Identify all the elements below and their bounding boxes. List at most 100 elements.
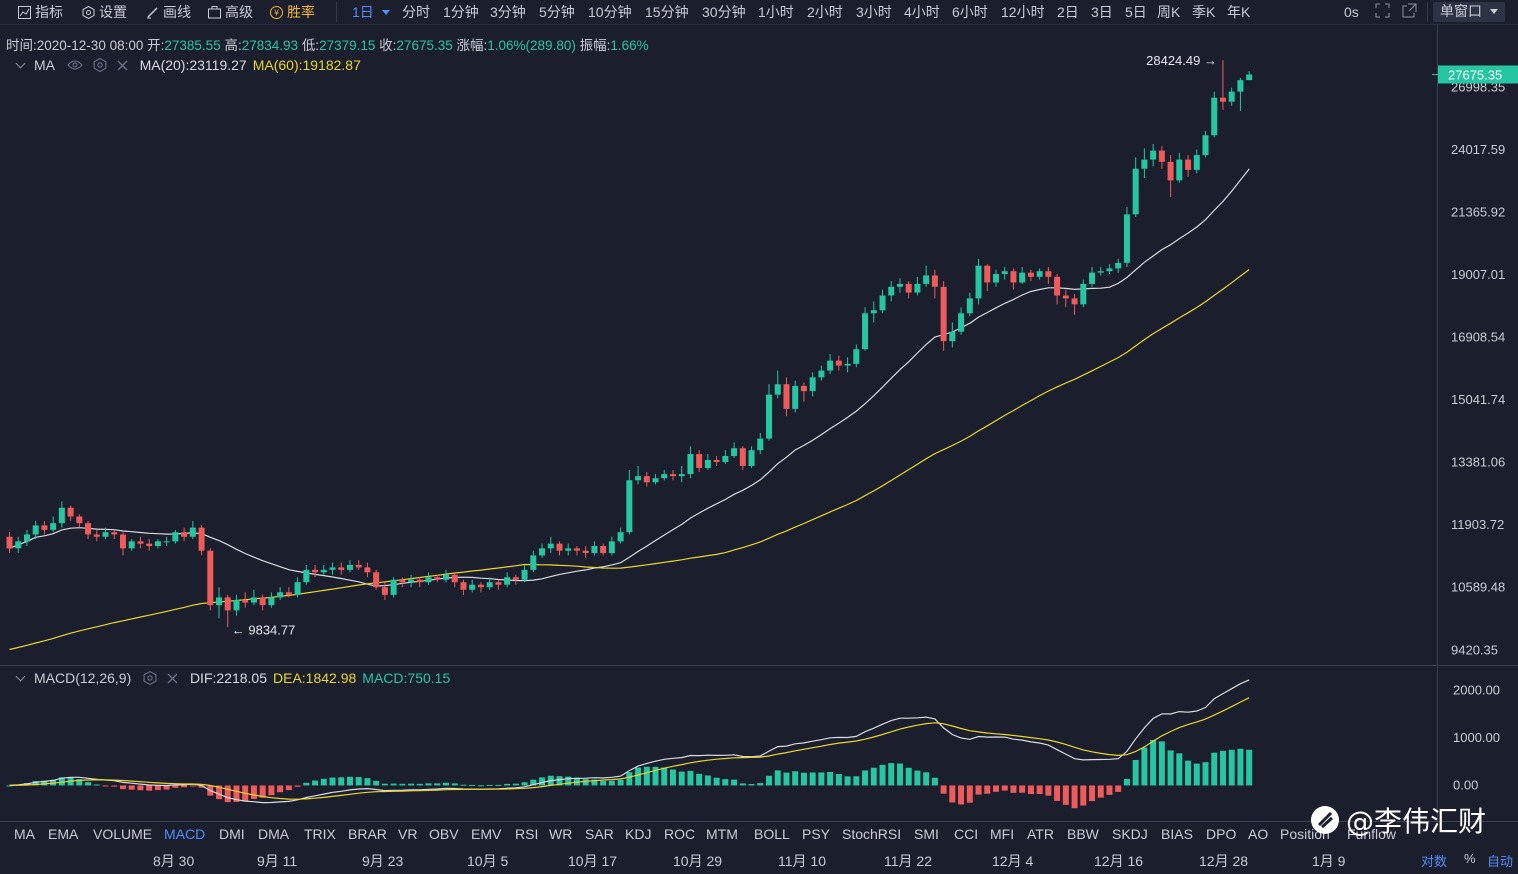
macd-histogram-bar: [582, 779, 589, 786]
eye-icon[interactable]: [67, 59, 83, 71]
period-1[interactable]: 分时: [402, 4, 430, 20]
indicator-tab-skdj[interactable]: SKDJ: [1112, 826, 1148, 842]
close-icon[interactable]: [167, 673, 178, 684]
gear-icon[interactable]: [143, 670, 157, 686]
candle-body: [818, 370, 825, 378]
period-3[interactable]: 3分钟: [490, 4, 526, 20]
macd-histogram-bar: [504, 783, 511, 786]
advanced-button[interactable]: 高级: [208, 3, 253, 21]
macd-histogram-bar: [1150, 739, 1157, 786]
indicator-tab-dmi[interactable]: DMI: [219, 826, 245, 842]
macd-histogram-bar: [573, 777, 580, 786]
macd-histogram-bar: [1019, 785, 1026, 793]
indicator-tab-atr[interactable]: ATR: [1027, 826, 1054, 842]
indicator-tab-boll[interactable]: BOLL: [754, 826, 790, 842]
period-14[interactable]: 2日: [1057, 4, 1079, 20]
auto-scale-toggle[interactable]: 自动: [1487, 854, 1514, 869]
macd-histogram-bar: [390, 783, 397, 786]
period-16[interactable]: 5日: [1125, 4, 1147, 20]
candle-body: [1158, 150, 1165, 162]
popout-icon[interactable]: [1402, 3, 1417, 21]
indicator-tab-roc[interactable]: ROC: [664, 826, 696, 842]
indicator-tab-funflow[interactable]: Funflow: [1347, 826, 1397, 842]
macd-histogram-bar: [704, 775, 711, 786]
macd-histogram-bar: [451, 783, 458, 786]
date-tick-label: 10月 5: [467, 853, 509, 869]
fullscreen-icon[interactable]: [1375, 3, 1390, 21]
period-6[interactable]: 15分钟: [645, 4, 689, 20]
period-13[interactable]: 12小时: [1001, 4, 1045, 20]
candle-body: [975, 265, 982, 299]
candle-body: [85, 523, 92, 535]
indicator-tab-ema[interactable]: EMA: [48, 826, 79, 842]
indicator-tab-wr[interactable]: WR: [549, 826, 573, 842]
period-7[interactable]: 30分钟: [702, 4, 746, 20]
candle-body: [704, 459, 711, 468]
indicator-tab-macd[interactable]: MACD: [164, 826, 206, 842]
last-price-tag: [1438, 65, 1518, 84]
period-19[interactable]: 年K: [1227, 4, 1251, 20]
gear-icon[interactable]: [93, 57, 107, 73]
window-mode-select[interactable]: 单窗口: [1433, 2, 1505, 22]
date-tick-label: 11月 10: [778, 853, 826, 869]
price-chart[interactable]: 9420.35 10589.48 11903.72 13381.06 15041.74 1…: [0, 24, 1518, 824]
candle-body: [827, 360, 834, 371]
indicator-tab-emv[interactable]: EMV: [471, 826, 502, 842]
period-18[interactable]: 季K: [1192, 4, 1216, 20]
period-12[interactable]: 6小时: [952, 4, 988, 20]
indicator-tab-sar[interactable]: SAR: [585, 826, 614, 842]
indicator-tab-mtm[interactable]: MTM: [706, 826, 738, 842]
indicator-tab-stochrsi[interactable]: StochRSI: [842, 826, 902, 842]
period-5[interactable]: 10分钟: [588, 4, 632, 20]
macd-histogram-bar: [792, 771, 799, 786]
macd-histogram-bar: [766, 775, 773, 786]
indicator-tab-ma[interactable]: MA: [14, 826, 35, 842]
draw-button[interactable]: 画线: [146, 3, 191, 21]
close-icon[interactable]: [117, 60, 128, 71]
indicator-tab-brar[interactable]: BRAR: [348, 826, 387, 842]
indicator-tab-cci[interactable]: CCI: [954, 826, 979, 842]
settings-button[interactable]: 设置: [82, 3, 127, 21]
macd-histogram-bar: [731, 779, 738, 786]
indicators-button[interactable]: 指标: [18, 3, 63, 21]
indicator-tab-psy[interactable]: PSY: [802, 826, 831, 842]
period-2[interactable]: 1分钟: [443, 4, 479, 20]
percent-scale-toggle[interactable]: %: [1464, 851, 1476, 866]
gear-icon: [82, 6, 95, 19]
period-9[interactable]: 2小时: [807, 4, 843, 20]
indicator-tab-kdj[interactable]: KDJ: [625, 826, 652, 842]
indicator-tab-dpo[interactable]: DPO: [1206, 826, 1237, 842]
indicator-tab-dma[interactable]: DMA: [258, 826, 290, 842]
winrate-button[interactable]: ¥ 胜率: [270, 3, 315, 21]
interval-dropdown[interactable]: 1日: [352, 3, 390, 21]
indicator-tab-vr[interactable]: VR: [398, 826, 418, 842]
log-scale-toggle[interactable]: 对数: [1421, 854, 1448, 869]
candle-body: [652, 478, 659, 483]
candle-body: [216, 597, 223, 606]
indicator-tab-ao[interactable]: AO: [1248, 826, 1269, 842]
indicator-tab-bbw[interactable]: BBW: [1067, 826, 1099, 842]
macd-histogram-bar: [277, 785, 284, 793]
period-17[interactable]: 周K: [1157, 4, 1181, 20]
period-4[interactable]: 5分钟: [539, 4, 575, 20]
indicator-tab-volume[interactable]: VOLUME: [93, 826, 153, 842]
indicator-tab-rsi[interactable]: RSI: [515, 826, 539, 842]
candle-body: [250, 597, 257, 603]
macd-histogram-bar: [643, 766, 650, 786]
period-8[interactable]: 1小时: [758, 4, 794, 20]
macd-histogram-bar: [818, 772, 825, 786]
period-10[interactable]: 3小时: [856, 4, 892, 20]
candle-body: [1141, 159, 1148, 169]
indicator-tab-obv[interactable]: OBV: [429, 826, 459, 842]
indicator-tab-smi[interactable]: SMI: [914, 826, 939, 842]
period-11[interactable]: 4小时: [904, 4, 940, 20]
macd-histogram-bar: [940, 785, 947, 794]
indicator-tab-mfi[interactable]: MFI: [990, 826, 1015, 842]
indicator-tab-bias[interactable]: BIAS: [1161, 826, 1193, 842]
ma-label: MA: [34, 57, 55, 73]
candle-body: [1228, 91, 1235, 102]
macd-histogram-bar: [495, 784, 502, 786]
period-15[interactable]: 3日: [1091, 4, 1113, 20]
indicator-tab-trix[interactable]: TRIX: [304, 826, 336, 842]
macd-histogram-bar: [914, 770, 921, 786]
